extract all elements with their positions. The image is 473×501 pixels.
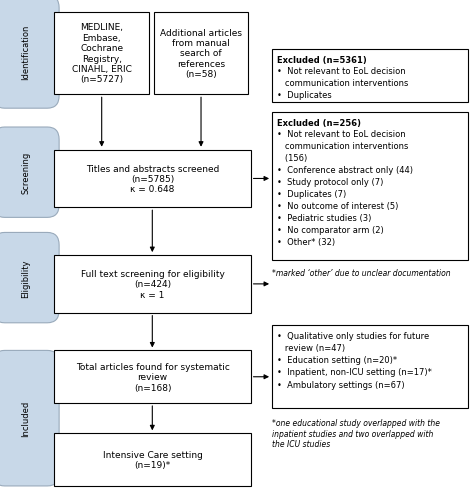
Text: •  Duplicates: • Duplicates [277, 91, 332, 100]
Text: •  No outcome of interest (5): • No outcome of interest (5) [277, 202, 398, 211]
Text: Excluded (n=5361): Excluded (n=5361) [277, 56, 367, 65]
Text: Full text screening for eligibility
(n=424)
κ = 1: Full text screening for eligibility (n=4… [80, 270, 225, 299]
Text: communication interventions: communication interventions [277, 142, 408, 151]
Text: •  Not relevant to EoL decision: • Not relevant to EoL decision [277, 67, 405, 76]
Text: Total articles found for systematic
review
(n=168): Total articles found for systematic revi… [76, 362, 229, 392]
FancyBboxPatch shape [272, 326, 468, 408]
Text: communication interventions: communication interventions [277, 79, 408, 88]
Text: •  Study protocol only (7): • Study protocol only (7) [277, 178, 383, 187]
FancyBboxPatch shape [54, 150, 251, 208]
FancyBboxPatch shape [154, 13, 248, 95]
Text: Additional articles
from manual
search of
references
(n=58): Additional articles from manual search o… [160, 29, 242, 79]
Text: •  Inpatient, non-ICU setting (n=17)*: • Inpatient, non-ICU setting (n=17)* [277, 368, 431, 377]
Text: review (n=47): review (n=47) [277, 344, 345, 353]
FancyBboxPatch shape [54, 13, 149, 95]
Text: •  Education setting (n=20)*: • Education setting (n=20)* [277, 356, 397, 365]
Text: Screening: Screening [21, 152, 31, 194]
Text: Excluded (n=256): Excluded (n=256) [277, 119, 361, 128]
Text: Eligibility: Eligibility [21, 259, 31, 297]
Text: Titles and abstracts screened
(n=5785)
κ = 0.648: Titles and abstracts screened (n=5785) κ… [86, 164, 219, 194]
Text: •  No comparator arm (2): • No comparator arm (2) [277, 226, 384, 235]
FancyBboxPatch shape [0, 128, 59, 218]
Text: Included: Included [21, 400, 31, 436]
Text: •  Qualitative only studies for future: • Qualitative only studies for future [277, 332, 429, 341]
Text: *one educational study overlapped with the
inpatient studies and two overlapped : *one educational study overlapped with t… [272, 418, 440, 448]
FancyBboxPatch shape [272, 113, 468, 261]
Text: •  Ambulatory settings (n=67): • Ambulatory settings (n=67) [277, 380, 404, 389]
FancyBboxPatch shape [54, 433, 251, 486]
FancyBboxPatch shape [54, 351, 251, 403]
FancyBboxPatch shape [54, 256, 251, 313]
FancyBboxPatch shape [0, 351, 59, 486]
FancyBboxPatch shape [0, 233, 59, 323]
Text: Intensive Care setting
(n=19)*: Intensive Care setting (n=19)* [103, 450, 202, 469]
Text: •  Other* (32): • Other* (32) [277, 238, 335, 247]
FancyBboxPatch shape [0, 0, 59, 109]
Text: MEDLINE,
Embase,
Cochrane
Registry,
CINAHL, ERIC
(n=5727): MEDLINE, Embase, Cochrane Registry, CINA… [72, 24, 131, 84]
FancyBboxPatch shape [272, 50, 468, 103]
Text: •  Conference abstract only (44): • Conference abstract only (44) [277, 166, 413, 175]
Text: Identification: Identification [21, 25, 31, 80]
Text: •  Not relevant to EoL decision: • Not relevant to EoL decision [277, 130, 405, 139]
Text: •  Pediatric studies (3): • Pediatric studies (3) [277, 214, 371, 223]
Text: •  Duplicates (7): • Duplicates (7) [277, 190, 346, 199]
Text: *marked ‘other’ due to unclear documentation: *marked ‘other’ due to unclear documenta… [272, 268, 451, 277]
Text: (156): (156) [277, 154, 307, 163]
